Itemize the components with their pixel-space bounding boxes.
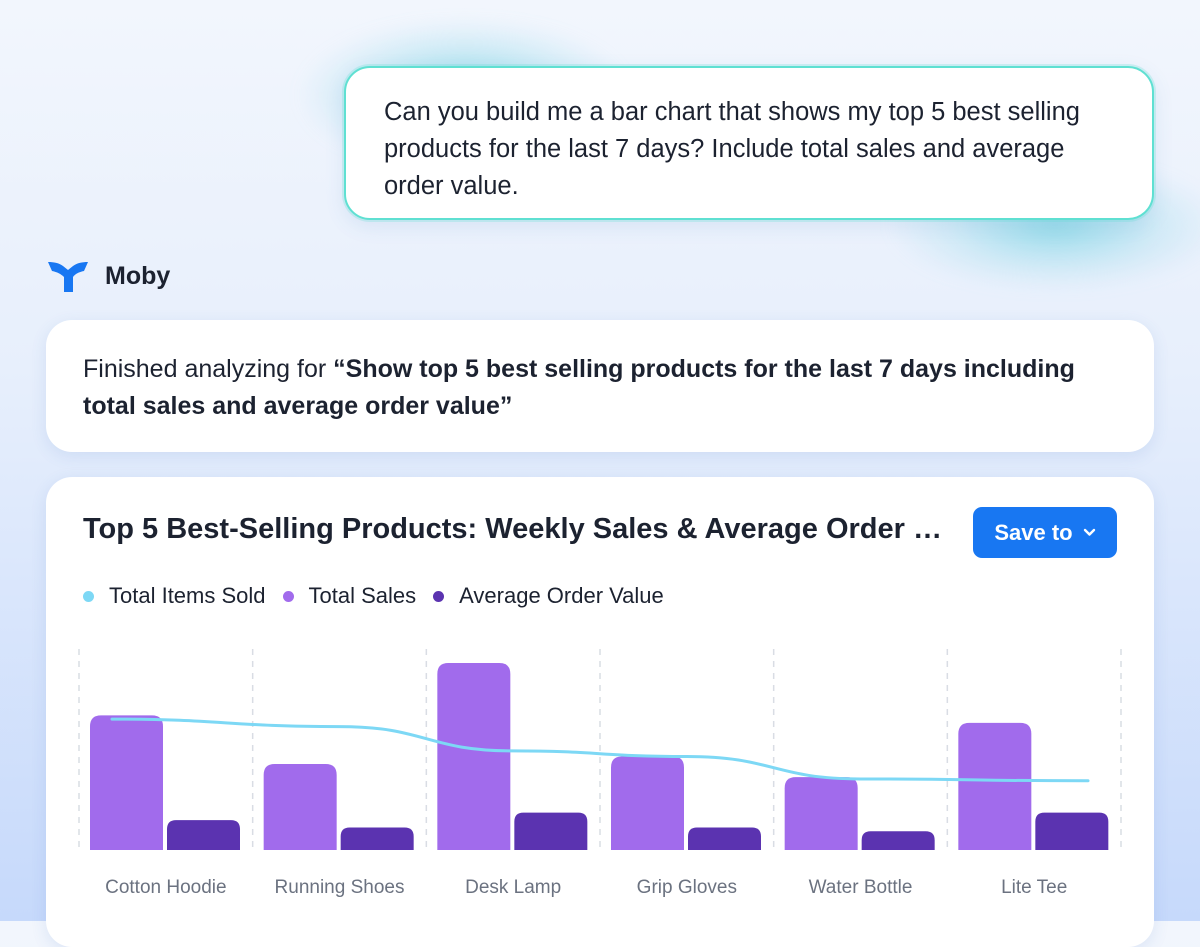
legend-label-items-sold: Total Items Sold <box>109 583 266 608</box>
chevron-down-icon <box>1083 528 1095 536</box>
bar-average-order-value[interactable] <box>861 831 935 850</box>
bar-average-order-value[interactable] <box>1035 812 1109 850</box>
status-prefix: Finished analyzing for <box>83 355 334 383</box>
legend-dot-items-sold <box>83 590 94 602</box>
legend-label-aov: Average Order Value <box>459 583 664 608</box>
bar-average-order-value[interactable] <box>688 827 761 850</box>
line-total-items-sold[interactable] <box>110 717 1090 783</box>
x-axis-label: Cotton Hoodie <box>105 877 226 898</box>
user-message-bubble: Can you build me a bar chart that shows … <box>344 66 1154 220</box>
bar-chart: Cotton Hoodie Running Shoes Desk Lamp Grip … <box>78 649 1122 898</box>
legend-item-total-sales[interactable]: Total Sales <box>282 583 417 609</box>
user-message-text: Can you build me a bar chart that shows … <box>384 98 1080 200</box>
legend-item-aov[interactable]: Average Order Value <box>433 583 664 609</box>
analysis-status-card: Finished analyzing for “Show top 5 best … <box>46 320 1154 452</box>
save-to-button[interactable]: Save to <box>973 507 1117 558</box>
x-axis-label: Running Shoes <box>275 877 405 898</box>
chart-card: Top 5 Best-Selling Products: Weekly Sale… <box>46 477 1154 947</box>
x-axis-label: Grip Gloves <box>637 877 737 898</box>
bar-total-sales[interactable] <box>784 777 858 850</box>
bar-average-order-value[interactable] <box>340 827 414 850</box>
bar-total-sales[interactable] <box>611 756 684 851</box>
bar-total-sales[interactable] <box>437 663 511 850</box>
x-axis-label: Water Bottle <box>809 877 913 898</box>
legend-item-items-sold[interactable]: Total Items Sold <box>83 583 266 609</box>
save-to-label: Save to <box>994 519 1073 545</box>
x-axis-label: Desk Lamp <box>465 877 561 898</box>
status-query: “Show top 5 best selling products for th… <box>83 355 1075 420</box>
bar-average-order-value[interactable] <box>514 812 588 850</box>
bar-total-sales[interactable] <box>90 715 163 850</box>
legend-label-total-sales: Total Sales <box>308 583 417 608</box>
bar-total-sales[interactable] <box>958 722 1032 850</box>
assistant-name: Moby <box>105 261 171 290</box>
legend-dot-aov <box>433 590 445 602</box>
chart-legend: Total Items Sold Total Sales Average Ord… <box>83 583 681 609</box>
moby-logo-icon <box>48 262 88 292</box>
bar-average-order-value[interactable] <box>167 820 240 850</box>
x-axis-label: Lite Tee <box>1001 877 1067 898</box>
assistant-header: Moby <box>48 256 170 296</box>
legend-dot-total-sales <box>282 590 294 602</box>
bar-total-sales[interactable] <box>263 763 337 850</box>
